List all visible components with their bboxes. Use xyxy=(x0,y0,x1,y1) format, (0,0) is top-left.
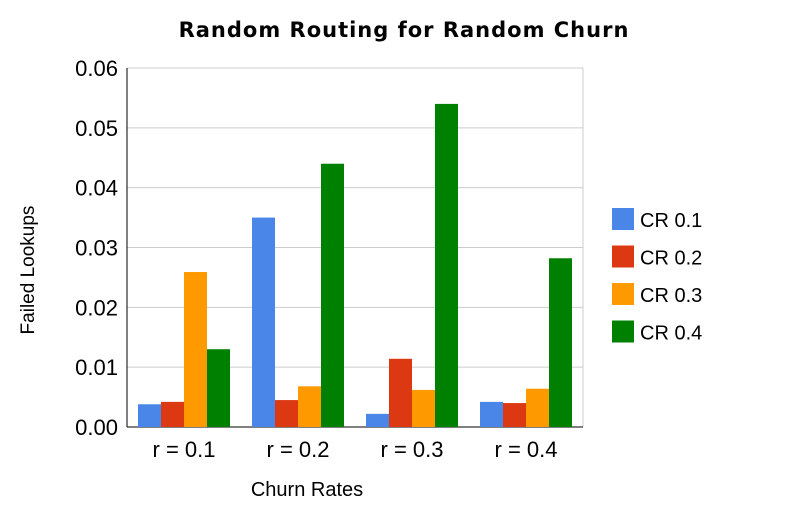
bar xyxy=(298,386,321,427)
bar-series xyxy=(138,103,572,428)
bar xyxy=(389,358,412,427)
bar xyxy=(321,163,344,427)
legend-label: CR 0.1 xyxy=(640,210,702,232)
y-tick-label: 0.05 xyxy=(75,116,118,141)
legend-label: CR 0.4 xyxy=(640,323,702,345)
y-tick-label: 0.04 xyxy=(75,176,118,201)
bar xyxy=(366,413,389,427)
legend-label: CR 0.3 xyxy=(640,285,702,307)
bar xyxy=(435,103,458,428)
bar xyxy=(549,258,572,427)
legend-label: CR 0.2 xyxy=(640,248,702,270)
y-tick-label: 0.06 xyxy=(75,56,118,81)
x-tick-label: r = 0.3 xyxy=(381,437,444,462)
legend-swatch xyxy=(612,245,634,268)
chart-title: Random Routing for Random Churn xyxy=(179,18,630,42)
bar xyxy=(275,400,298,427)
bar xyxy=(412,389,435,427)
legend-swatch xyxy=(612,320,634,343)
bar xyxy=(503,403,526,427)
y-tick-labels: 0.00 0.01 0.02 0.03 0.04 0.05 0.06 xyxy=(75,56,118,440)
x-axis-label: Churn Rates xyxy=(251,479,363,501)
y-tick-label: 0.00 xyxy=(75,415,118,440)
bar xyxy=(252,217,275,427)
legend-swatch xyxy=(612,283,634,305)
x-tick-label: r = 0.2 xyxy=(267,437,330,462)
x-tick-label: r = 0.4 xyxy=(495,437,558,462)
bar xyxy=(480,401,503,427)
bar xyxy=(526,388,549,427)
y-tick-label: 0.01 xyxy=(75,355,118,380)
x-tick-labels: r = 0.1 r = 0.2 r = 0.3 r = 0.4 xyxy=(153,437,558,462)
y-tick-label: 0.03 xyxy=(75,236,118,261)
bar xyxy=(207,349,230,427)
bar xyxy=(138,404,161,427)
x-tick-label: r = 0.1 xyxy=(153,437,216,462)
bar xyxy=(184,272,207,427)
y-tick-label: 0.02 xyxy=(75,295,118,320)
legend-swatch xyxy=(612,208,634,230)
bar xyxy=(161,401,184,427)
y-axis-label: Failed Lookups xyxy=(18,206,39,335)
legend: CR 0.1 CR 0.2 CR 0.3 CR 0.4 xyxy=(612,208,702,345)
